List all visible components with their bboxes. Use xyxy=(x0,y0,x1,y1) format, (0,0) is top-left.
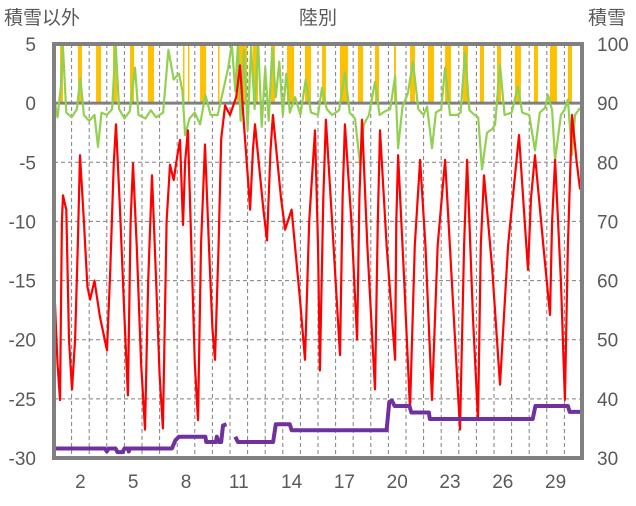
x-tick-label: 8 xyxy=(181,472,192,493)
precipitation-bar xyxy=(77,44,82,104)
precipitation-bar xyxy=(463,44,468,104)
left-tick-label: 0 xyxy=(25,94,36,115)
x-tick-label: 17 xyxy=(334,472,355,493)
right-tick-label: 40 xyxy=(597,390,618,411)
right-tick-label: 70 xyxy=(597,212,618,233)
precipitation-bar xyxy=(287,44,295,104)
precipitation-bar xyxy=(549,44,558,104)
right-tick-label: 30 xyxy=(597,449,618,470)
x-tick-label: 29 xyxy=(545,472,566,493)
plot-border xyxy=(52,42,584,460)
chart-title: 陸別 xyxy=(299,7,337,29)
precipitation-bar xyxy=(514,44,521,104)
precipitation-bar xyxy=(130,44,135,104)
precipitation-bar xyxy=(322,44,326,104)
right-tick-label: 90 xyxy=(597,94,618,115)
precipitation-bar xyxy=(96,44,101,104)
left-tick-label: -5 xyxy=(19,153,36,174)
x-tick-label: 11 xyxy=(229,472,249,493)
precipitation-bar xyxy=(410,44,415,104)
precipitation-bar xyxy=(357,44,364,104)
green-series-line xyxy=(52,42,581,171)
left-tick-label: -25 xyxy=(9,390,36,411)
x-tick-label: 23 xyxy=(439,472,460,493)
x-tick-label: 20 xyxy=(387,472,408,493)
right-tick-label: 80 xyxy=(597,153,618,174)
precipitation-bar xyxy=(394,44,396,104)
right-tick-label: 60 xyxy=(597,272,618,293)
precipitation-bar xyxy=(375,44,380,104)
right-axis-label: 積雪 xyxy=(588,7,626,29)
precipitation-bar xyxy=(533,44,538,104)
left-tick-label: -30 xyxy=(9,449,36,470)
snow-depth-line xyxy=(233,398,581,444)
x-tick-label: 2 xyxy=(75,472,86,493)
left-tick-label: -20 xyxy=(9,331,36,352)
precipitation-bar xyxy=(567,44,572,104)
precipitation-bar xyxy=(304,44,311,104)
precipitation-bar xyxy=(187,44,190,104)
left-tick-label: -15 xyxy=(9,272,36,293)
precipitation-bar xyxy=(147,44,154,104)
precipitation-bar xyxy=(200,44,207,104)
precipitation-bar xyxy=(479,44,484,104)
precipitation-bar xyxy=(428,44,434,104)
x-tick-label: 5 xyxy=(128,472,139,493)
x-tick-label: 14 xyxy=(281,472,303,493)
precipitation-bar xyxy=(445,44,452,104)
left-axis-label: 積雪以外 xyxy=(4,7,80,29)
right-tick-label: 100 xyxy=(597,35,629,56)
left-tick-label: 5 xyxy=(25,35,36,56)
left-tick-label: -10 xyxy=(9,212,36,233)
snow-depth-line xyxy=(54,422,228,455)
precipitation-bar xyxy=(218,44,220,104)
plot-frame xyxy=(52,42,584,460)
x-tick-label: 26 xyxy=(492,472,513,493)
temperature-line xyxy=(52,64,582,431)
series-lines xyxy=(52,42,582,455)
precipitation-bar xyxy=(183,44,185,104)
right-tick-label: 50 xyxy=(597,331,618,352)
